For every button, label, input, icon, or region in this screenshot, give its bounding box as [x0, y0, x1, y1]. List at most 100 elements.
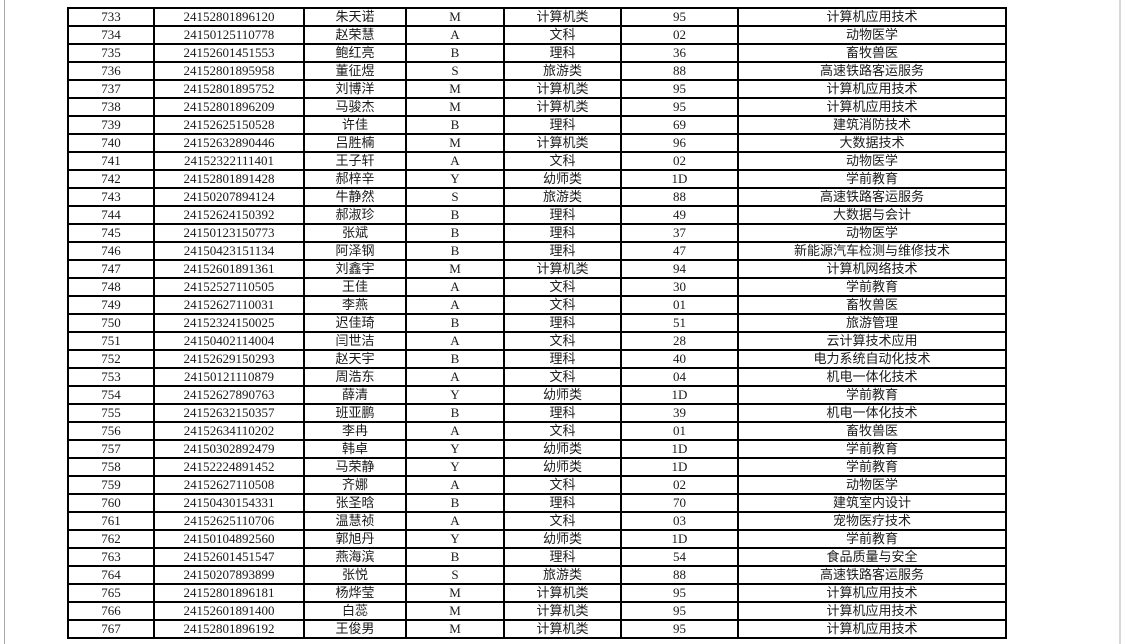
- cell-category-code: M: [405, 97, 505, 117]
- cell-exam-number: 24152624150392: [153, 205, 305, 225]
- cell-category-code: B: [405, 313, 505, 333]
- cell-major-name: 电力系统自动化技术: [737, 349, 1007, 369]
- cell-category-name: 理科: [503, 205, 622, 225]
- cell-student-name: 韩卓: [303, 439, 407, 459]
- cell-exam-number: 24152322111401: [153, 151, 305, 171]
- cell-seq: 759: [67, 475, 155, 495]
- cell-major-code: 39: [620, 403, 739, 423]
- cell-major-code: 02: [620, 475, 739, 495]
- cell-major-name: 机电一体化技术: [737, 403, 1007, 423]
- cell-category-name: 理科: [503, 349, 622, 369]
- cell-student-name: 闫世洁: [303, 331, 407, 351]
- cell-seq: 742: [67, 169, 155, 189]
- cell-major-name: 学前教育: [737, 457, 1007, 477]
- cell-major-name: 畜牧兽医: [737, 43, 1007, 63]
- cell-student-name: 班亚鹏: [303, 403, 407, 423]
- cell-seq: 761: [67, 511, 155, 531]
- cell-category-name: 理科: [503, 223, 622, 243]
- cell-category-code: Y: [405, 439, 505, 459]
- cell-category-name: 文科: [503, 277, 622, 297]
- cell-student-name: 赵荣慧: [303, 25, 407, 45]
- table-row: 758 24152224891452 马荣静 Y 幼师类 1D 学前教育: [67, 457, 1007, 477]
- cell-student-name: 张圣晗: [303, 493, 407, 513]
- cell-seq: 739: [67, 115, 155, 135]
- cell-exam-number: 24152801896209: [153, 97, 305, 117]
- cell-student-name: 王佳: [303, 277, 407, 297]
- cell-major-name: 计算机应用技术: [737, 583, 1007, 603]
- table-row: 747 24152601891361 刘鑫宇 M 计算机类 94 计算机网络技术: [67, 259, 1007, 279]
- cell-exam-number: 24152324150025: [153, 313, 305, 333]
- cell-category-name: 幼师类: [503, 457, 622, 477]
- cell-major-code: 95: [620, 583, 739, 603]
- cell-category-code: Y: [405, 457, 505, 477]
- cell-category-code: M: [405, 79, 505, 99]
- cell-major-name: 计算机应用技术: [737, 7, 1007, 27]
- cell-major-name: 计算机应用技术: [737, 619, 1007, 639]
- cell-category-code: A: [405, 511, 505, 531]
- table-row: 736 24152801895958 董征煜 S 旅游类 88 高速铁路客运服务: [67, 61, 1007, 81]
- cell-category-name: 幼师类: [503, 529, 622, 549]
- cell-student-name: 白蕊: [303, 601, 407, 621]
- cell-exam-number: 24150302892479: [153, 439, 305, 459]
- cell-major-code: 95: [620, 79, 739, 99]
- cell-major-name: 学前教育: [737, 169, 1007, 189]
- cell-category-code: S: [405, 61, 505, 81]
- cell-exam-number: 24152632890446: [153, 133, 305, 153]
- cell-major-code: 1D: [620, 169, 739, 189]
- cell-exam-number: 24150402114004: [153, 331, 305, 351]
- cell-seq: 743: [67, 187, 155, 207]
- cell-category-name: 理科: [503, 493, 622, 513]
- cell-student-name: 鲍红亮: [303, 43, 407, 63]
- cell-student-name: 阿泽钢: [303, 241, 407, 261]
- cell-exam-number: 24150207893899: [153, 565, 305, 585]
- cell-major-name: 畜牧兽医: [737, 421, 1007, 441]
- cell-category-code: M: [405, 601, 505, 621]
- cell-exam-number: 24150121110879: [153, 367, 305, 387]
- cell-category-code: S: [405, 565, 505, 585]
- cell-category-name: 理科: [503, 313, 622, 333]
- cell-major-code: 88: [620, 565, 739, 585]
- cell-major-name: 计算机应用技术: [737, 79, 1007, 99]
- cell-category-name: 计算机类: [503, 7, 622, 27]
- cell-category-name: 理科: [503, 241, 622, 261]
- cell-student-name: 薛清: [303, 385, 407, 405]
- cell-student-name: 赵天宇: [303, 349, 407, 369]
- cell-major-name: 学前教育: [737, 277, 1007, 297]
- cell-exam-number: 24152801895752: [153, 79, 305, 99]
- cell-category-code: A: [405, 25, 505, 45]
- cell-category-code: B: [405, 223, 505, 243]
- cell-seq: 754: [67, 385, 155, 405]
- cell-exam-number: 24150423151134: [153, 241, 305, 261]
- cell-major-code: 01: [620, 295, 739, 315]
- cell-exam-number: 24150123150773: [153, 223, 305, 243]
- cell-student-name: 郝淑珍: [303, 205, 407, 225]
- cell-category-name: 理科: [503, 403, 622, 423]
- cell-seq: 747: [67, 259, 155, 279]
- cell-major-name: 食品质量与安全: [737, 547, 1007, 567]
- table-row: 753 24150121110879 周浩东 A 文科 04 机电一体化技术: [67, 367, 1007, 387]
- cell-student-name: 马荣静: [303, 457, 407, 477]
- cell-category-code: A: [405, 151, 505, 171]
- cell-category-name: 旅游类: [503, 565, 622, 585]
- cell-category-name: 幼师类: [503, 385, 622, 405]
- cell-major-name: 建筑消防技术: [737, 115, 1007, 135]
- table-row: 756 24152634110202 李冉 A 文科 01 畜牧兽医: [67, 421, 1007, 441]
- table-row: 765 24152801896181 杨烨莹 M 计算机类 95 计算机应用技术: [67, 583, 1007, 603]
- cell-seq: 764: [67, 565, 155, 585]
- cell-major-name: 计算机应用技术: [737, 601, 1007, 621]
- cell-category-code: A: [405, 277, 505, 297]
- cell-major-code: 02: [620, 151, 739, 171]
- cell-seq: 734: [67, 25, 155, 45]
- cell-exam-number: 24152801891428: [153, 169, 305, 189]
- table-row: 755 24152632150357 班亚鹏 B 理科 39 机电一体化技术: [67, 403, 1007, 423]
- cell-seq: 750: [67, 313, 155, 333]
- cell-category-code: M: [405, 259, 505, 279]
- cell-exam-number: 24152634110202: [153, 421, 305, 441]
- cell-exam-number: 24152625110706: [153, 511, 305, 531]
- cell-exam-number: 24150125110778: [153, 25, 305, 45]
- cell-category-name: 文科: [503, 421, 622, 441]
- cell-category-name: 理科: [503, 547, 622, 567]
- table-row: 759 24152627110508 齐娜 A 文科 02 动物医学: [67, 475, 1007, 495]
- table-row: 763 24152601451547 燕海滨 B 理科 54 食品质量与安全: [67, 547, 1007, 567]
- cell-category-name: 幼师类: [503, 439, 622, 459]
